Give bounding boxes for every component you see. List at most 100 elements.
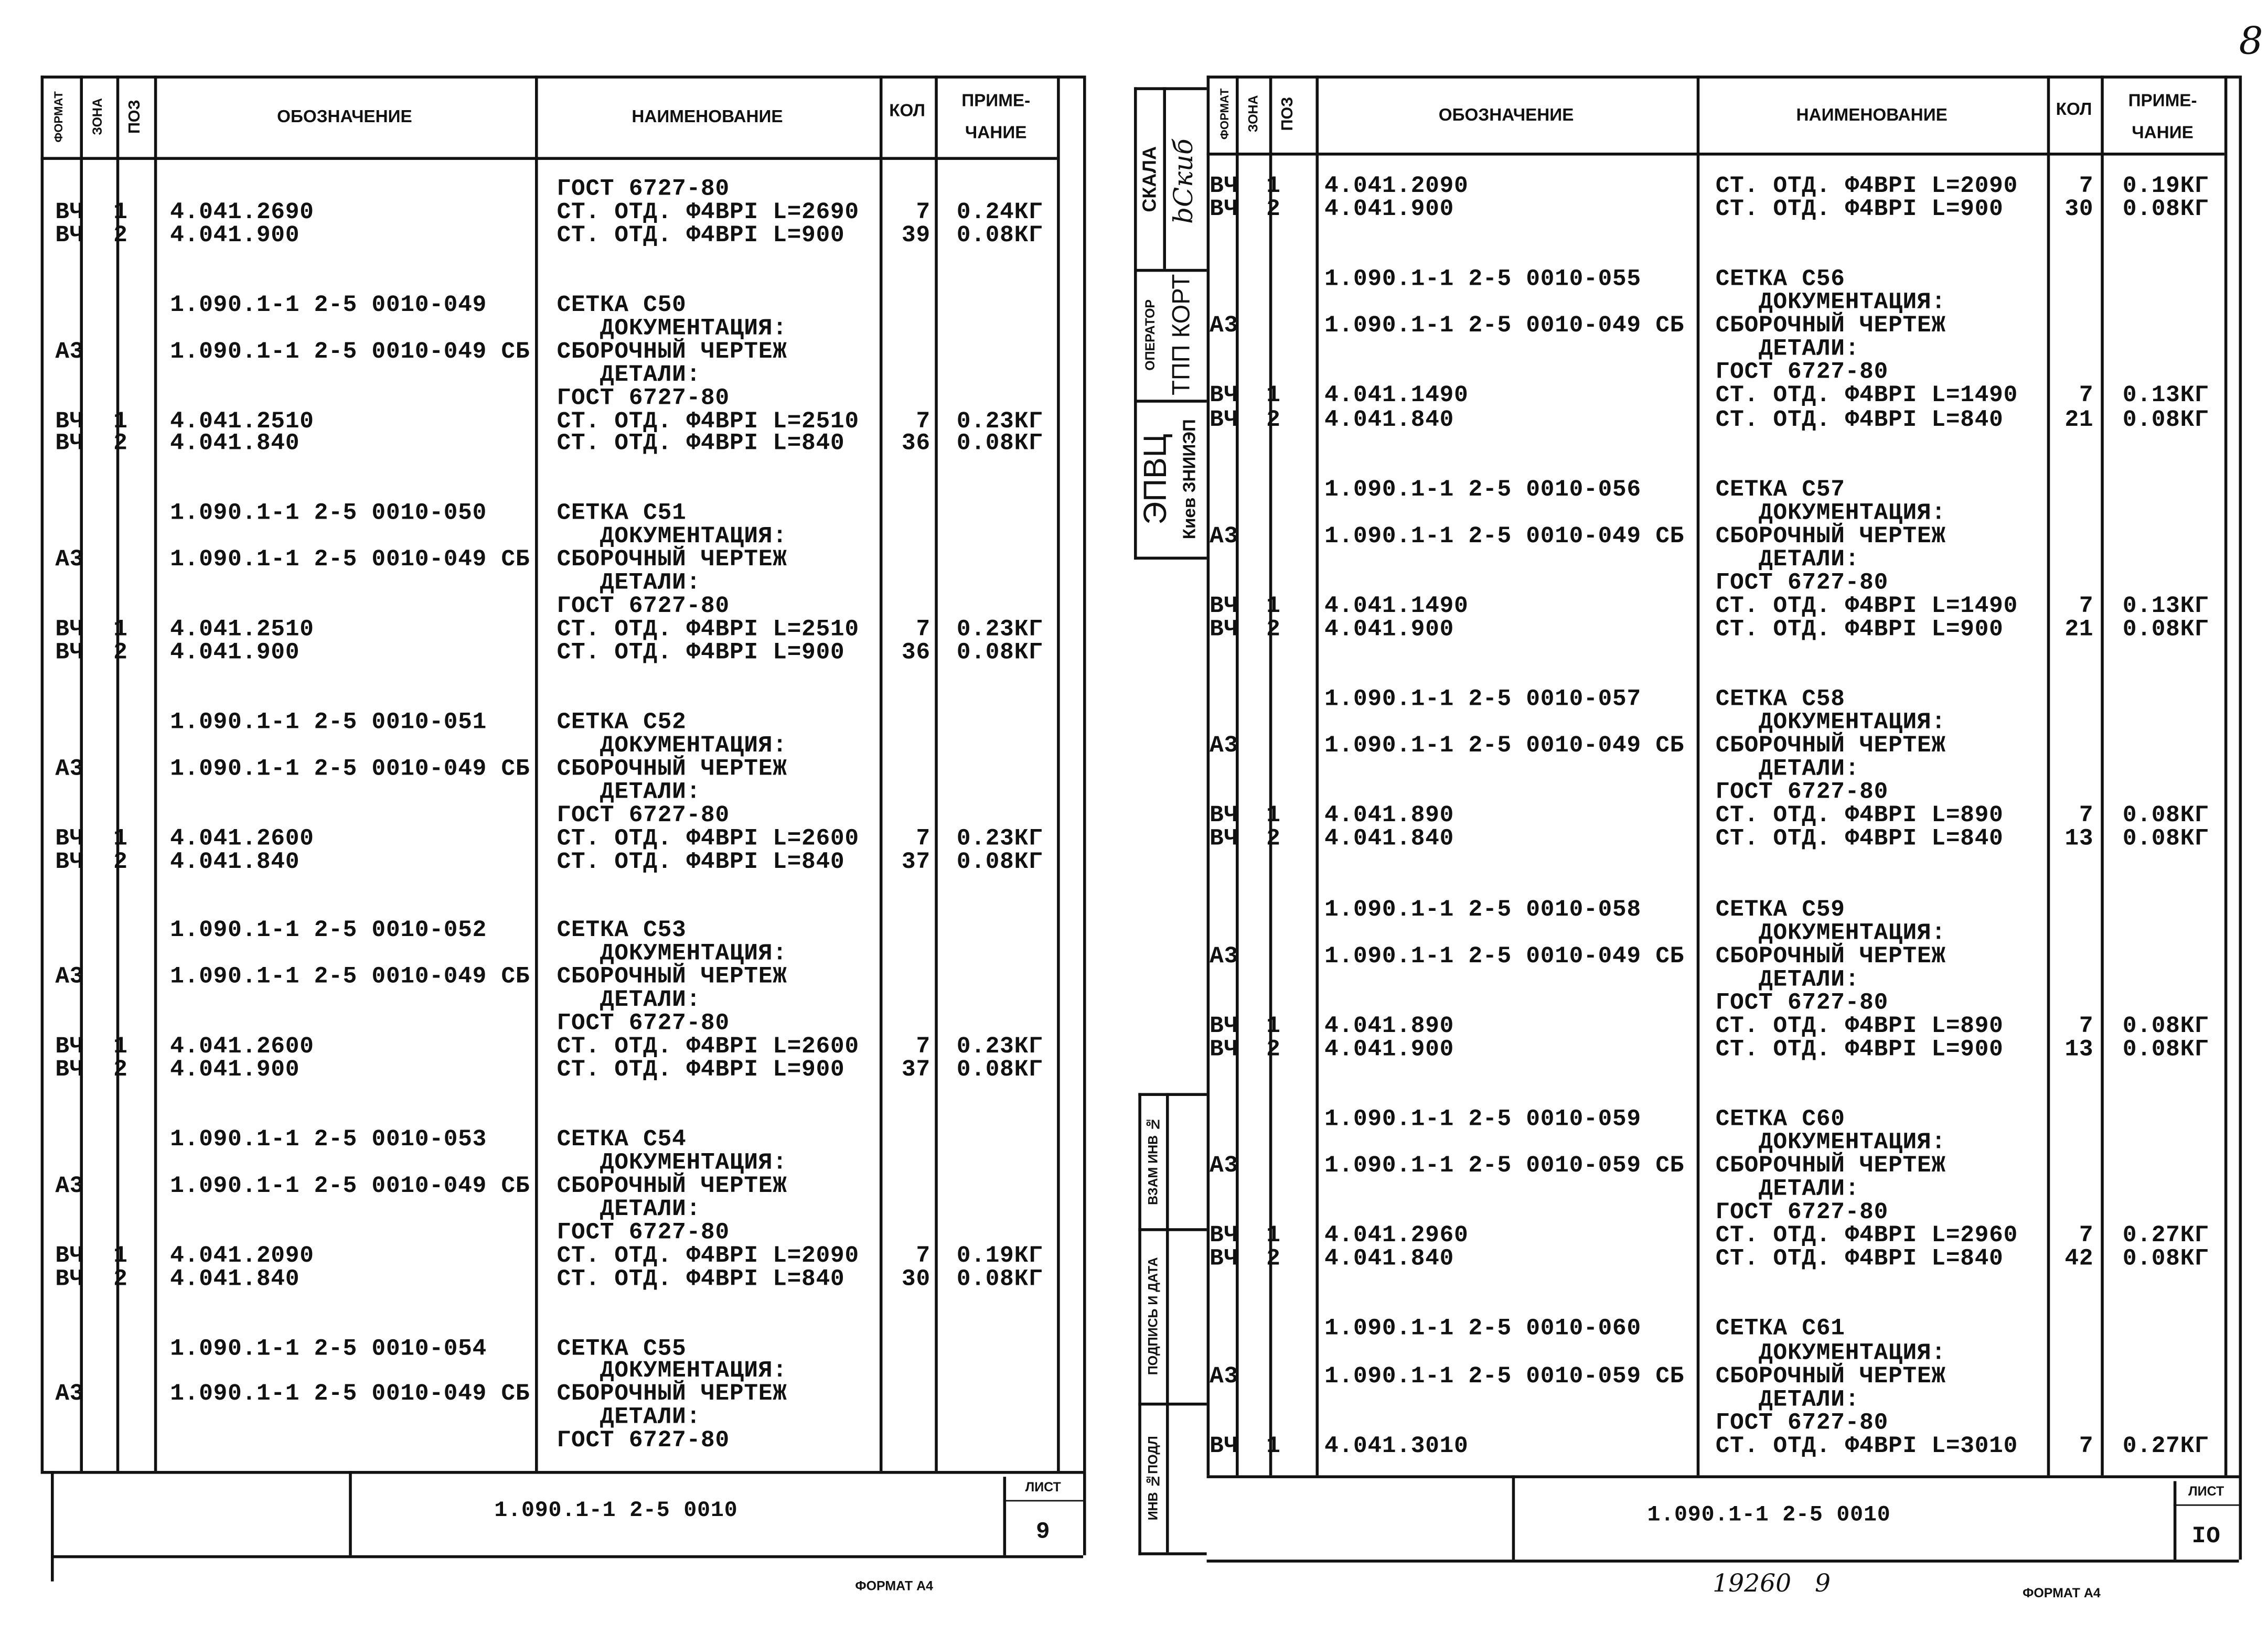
sheet-number: IO — [2191, 1523, 2221, 1550]
row-des: 1.090.1-1 2-5 0010-049 СБ — [170, 338, 530, 364]
rule-line — [1236, 76, 1239, 1476]
header-note: ПРИМЕ- ЧАНИЕ — [961, 90, 1031, 143]
row-zone: 1 — [1266, 383, 1281, 410]
row-qty: 7 — [916, 199, 930, 225]
row-fmt: ВЧ — [1210, 1013, 1239, 1039]
row-name: ДЕТАЛИ: — [557, 569, 701, 596]
row-fmt: ВЧ — [1210, 593, 1239, 619]
row-des: 4.041.1490 — [1324, 593, 1469, 619]
rule-line — [1138, 1402, 1207, 1406]
row-qty: 21 — [2064, 616, 2094, 642]
row-qty: 7 — [916, 1242, 930, 1268]
header-designation: ОБОЗНАЧЕНИЕ — [277, 106, 412, 127]
row-fmt: ВЧ — [1210, 173, 1239, 199]
row-des: 4.041.890 — [1324, 1013, 1454, 1039]
rule-line — [1134, 556, 1207, 560]
row-des: 1.090.1-1 2-5 0010-049 СБ — [1324, 313, 1685, 339]
row-qty: 7 — [2079, 1013, 2094, 1039]
row-des: 4.041.900 — [170, 639, 300, 666]
row-qty: 13 — [2064, 826, 2094, 853]
row-des: 1.090.1-1 2-5 0010-059 СБ — [1324, 1362, 1685, 1389]
rule-line — [2101, 76, 2104, 1476]
rule-line — [2239, 76, 2242, 1560]
row-fmt: ВЧ — [1210, 826, 1239, 853]
row-qty: 36 — [902, 639, 930, 666]
row-fmt: ВЧ — [55, 199, 84, 225]
row-fmt: ВЧ — [55, 1242, 84, 1268]
row-name: ДЕТАЛИ: — [1715, 336, 1860, 363]
row-des: 1.090.1-1 2-5 0010-060 — [1324, 1316, 1641, 1342]
row-name: ГОСТ 6727-80 — [557, 1010, 730, 1037]
row-des: 1.090.1-1 2-5 0010-049 СБ — [170, 964, 530, 991]
row-fmt: ВЧ — [55, 1034, 84, 1060]
stamp-signature-date: ПОДПИСЬ И ДАТА — [1146, 1256, 1160, 1374]
rule-line — [1206, 153, 2224, 156]
rule-line — [2224, 76, 2228, 1476]
row-qty: 7 — [916, 1034, 930, 1060]
row-qty: 7 — [916, 407, 930, 434]
row-qty: 7 — [2079, 1433, 2094, 1459]
row-zone: 2 — [1266, 1036, 1281, 1062]
row-qty: 7 — [2079, 802, 2094, 829]
row-name: ГОСТ 6727-80 — [1715, 1409, 1889, 1436]
row-des: 4.041.900 — [1324, 616, 1454, 642]
row-name: ДОКУМЕНТАЦИЯ: — [1715, 919, 1946, 946]
row-zone: 1 — [113, 616, 128, 643]
rule-line — [2047, 76, 2050, 1476]
row-zone: 1 — [113, 199, 128, 225]
row-note: 0.08КГ — [2122, 802, 2209, 829]
row-name: СЕТКА С54 — [557, 1126, 687, 1153]
rule-line — [879, 76, 883, 1471]
row-des: 4.041.2600 — [170, 825, 314, 852]
row-des: 1.090.1-1 2-5 0010-059 СБ — [1324, 1153, 1685, 1179]
row-des: 1.090.1-1 2-5 0010-049 СБ — [170, 755, 530, 782]
row-name: ДЕТАЛИ: — [1715, 1176, 1860, 1202]
row-note: 0.23КГ — [956, 407, 1043, 434]
row-name: СТ. ОТД. Ф4ВРI L=1490 — [1715, 593, 2018, 619]
row-qty: 7 — [2079, 1222, 2094, 1249]
header-qty: КОЛ — [889, 100, 925, 121]
rule-line — [1003, 1477, 1007, 1555]
header-zone: ЗОНА — [90, 98, 105, 135]
row-qty: 7 — [2079, 383, 2094, 410]
row-name: СТ. ОТД. Ф4ВРI L=900 — [1715, 196, 2004, 223]
row-name: СТ. ОТД. Ф4ВРI L=890 — [1715, 802, 2004, 829]
row-zone: 2 — [1266, 616, 1281, 642]
row-name: СТ. ОТД. Ф4ВРI L=900 — [1715, 1036, 2004, 1062]
row-fmt: ВЧ — [55, 222, 84, 249]
row-note: 0.23КГ — [956, 1034, 1043, 1060]
row-name: ДЕТАЛИ: — [557, 1404, 701, 1431]
sheet-label: ЛИСТ — [1025, 1479, 1061, 1495]
row-name: ДОКУМЕНТАЦИЯ: — [557, 1149, 787, 1176]
row-name: ГОСТ 6727-80 — [1715, 569, 1889, 596]
row-note: 0.08КГ — [2122, 1013, 2209, 1039]
row-des: 4.041.2960 — [1324, 1222, 1469, 1249]
row-des: 4.041.840 — [170, 431, 300, 457]
rule-line — [1269, 76, 1272, 1476]
row-des: 1.090.1-1 2-5 0010-059 — [1324, 1106, 1641, 1133]
row-fmt: А3 — [55, 1381, 84, 1408]
row-zone: 2 — [113, 1057, 128, 1083]
row-qty: 30 — [2064, 196, 2094, 223]
row-zone: 2 — [113, 639, 128, 666]
row-fmt: ВЧ — [55, 616, 84, 643]
rule-line — [1512, 1475, 1515, 1560]
row-name: СТ. ОТД. Ф4ВРI L=2600 — [557, 825, 859, 852]
row-name: СБОРОЧНЫЙ ЧЕРТЕЖ — [557, 1173, 787, 1199]
rule-line — [1138, 1228, 1207, 1231]
row-name: ГОСТ 6727-80 — [557, 176, 730, 202]
row-note: 0.23КГ — [956, 616, 1043, 643]
row-name: СТ. ОТД. Ф4ВРI L=2510 — [557, 407, 859, 434]
row-zone: 2 — [1266, 196, 1281, 223]
row-fmt: А3 — [55, 755, 84, 782]
row-note: 0.08КГ — [956, 848, 1043, 875]
row-note: 0.08КГ — [2122, 616, 2209, 642]
row-fmt: ВЧ — [55, 431, 84, 457]
rule-line — [1003, 1500, 1083, 1502]
row-des: 4.041.3010 — [1324, 1433, 1469, 1459]
row-name: ГОСТ 6727-80 — [557, 1219, 730, 1245]
row-fmt: ВЧ — [1210, 406, 1239, 433]
row-name: СТ. ОТД. Ф4ВРI L=2600 — [557, 1034, 859, 1060]
row-fmt: ВЧ — [1210, 802, 1239, 829]
row-name: СБОРОЧНЫЙ ЧЕРТЕЖ — [557, 546, 787, 573]
